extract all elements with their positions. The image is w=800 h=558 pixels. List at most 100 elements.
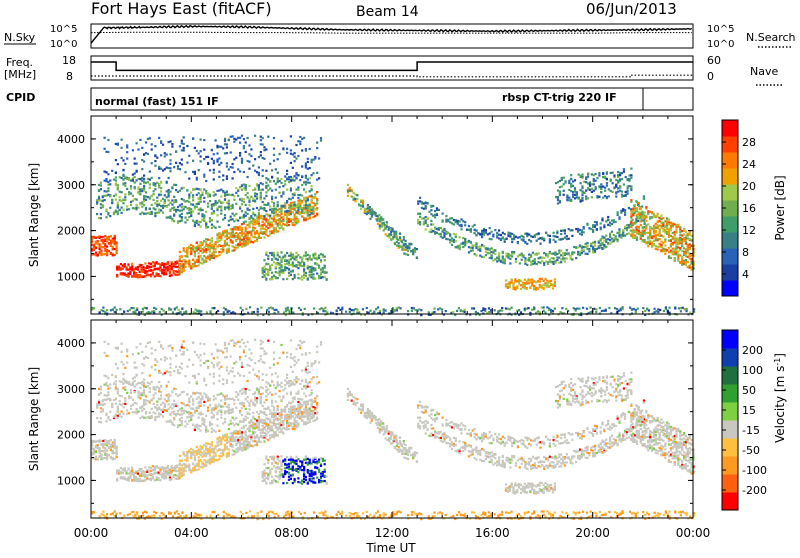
- power-cell: [668, 257, 670, 259]
- power-cell: [403, 249, 405, 251]
- power-cell: [636, 237, 638, 239]
- power-cell: [588, 227, 590, 229]
- power-cell: [218, 251, 220, 253]
- power-cell: [98, 184, 100, 186]
- power-cell: [271, 222, 273, 224]
- power-cell: [480, 310, 482, 312]
- power-cell: [99, 244, 101, 246]
- power-cell: [265, 177, 267, 179]
- power-cell: [459, 236, 461, 238]
- power-cell: [220, 248, 222, 250]
- power-cell: [237, 227, 239, 229]
- power-cell: [133, 274, 135, 276]
- power-cell: [655, 236, 657, 238]
- power-cell: [528, 234, 530, 236]
- power-cell: [307, 218, 309, 220]
- power-cell: [233, 141, 235, 143]
- power-cell: [143, 178, 145, 180]
- power-cell: [406, 245, 408, 247]
- power-cell: [290, 149, 292, 151]
- power-cell: [297, 264, 299, 266]
- power-cell: [579, 251, 581, 253]
- power-cell: [481, 234, 483, 236]
- power-cell: [297, 155, 299, 157]
- power-cell: [233, 158, 235, 160]
- power-cell: [554, 251, 556, 253]
- power-cell: [311, 159, 313, 161]
- power-cell: [314, 253, 316, 255]
- power-cell: [654, 311, 656, 313]
- power-cell: [190, 208, 192, 210]
- power-cell: [112, 248, 114, 250]
- power-cell: [258, 166, 260, 168]
- power-cell: [99, 248, 101, 250]
- power-cell: [102, 310, 104, 312]
- power-cell: [258, 189, 260, 191]
- power-cell: [585, 196, 587, 198]
- power-cell: [295, 265, 297, 267]
- power-cell: [279, 180, 281, 182]
- power-cell: [254, 236, 256, 238]
- power-cell: [213, 160, 215, 162]
- power-cell: [135, 268, 137, 270]
- power-cell: [403, 253, 405, 255]
- power-cell: [275, 219, 277, 221]
- power-cell: [200, 150, 202, 152]
- power-cell: [548, 280, 550, 282]
- power-cell: [497, 311, 499, 313]
- power-cell: [353, 198, 355, 200]
- power-cell: [286, 173, 288, 175]
- power-cell: [297, 273, 299, 275]
- power-cell: [232, 242, 234, 244]
- power-cell: [272, 307, 274, 309]
- power-cell: [107, 139, 109, 141]
- power-cell: [596, 228, 598, 230]
- power-cell: [224, 240, 226, 242]
- power-cell: [643, 198, 645, 200]
- power-cell: [194, 262, 196, 264]
- power-cell: [250, 241, 252, 243]
- power-cell: [579, 229, 581, 231]
- power-cell: [369, 211, 371, 213]
- power-cell: [93, 307, 95, 309]
- power-cell: [625, 176, 627, 178]
- power-cell: [253, 311, 255, 313]
- power-cell: [419, 221, 421, 223]
- power-cell: [267, 274, 269, 276]
- power-cell: [142, 275, 144, 277]
- power-cell: [309, 255, 311, 257]
- power-cell: [543, 284, 545, 286]
- power-cell: [211, 227, 213, 229]
- nsky-tick-top: 10^5: [50, 24, 77, 35]
- power-cell: [581, 194, 583, 196]
- power-cell: [689, 255, 691, 257]
- power-cell: [121, 212, 123, 214]
- power-cell: [247, 176, 249, 178]
- power-cell: [265, 234, 267, 236]
- power-cell: [368, 312, 370, 314]
- power-cell: [241, 198, 243, 200]
- power-cell: [554, 262, 556, 264]
- power-cell: [571, 258, 573, 260]
- power-cell: [100, 239, 102, 241]
- power-cell: [190, 211, 192, 213]
- power-cell: [645, 215, 647, 217]
- velocity-cell: [112, 446, 114, 448]
- power-cell: [218, 189, 220, 191]
- power-cell: [297, 204, 299, 206]
- power-cell: [267, 220, 269, 222]
- power-cell: [139, 213, 141, 215]
- power-cell: [110, 240, 112, 242]
- power-cell: [269, 209, 271, 211]
- power-cell: [215, 243, 217, 245]
- power-cell: [451, 222, 453, 224]
- power-cell: [143, 154, 145, 156]
- power-cell: [464, 238, 466, 240]
- power-cell: [601, 244, 603, 246]
- power-cell: [237, 195, 239, 197]
- power-cell: [239, 137, 241, 139]
- power-cell: [475, 254, 477, 256]
- power-cell: [309, 266, 311, 268]
- power-cell: [258, 187, 260, 189]
- power-cell: [218, 226, 220, 228]
